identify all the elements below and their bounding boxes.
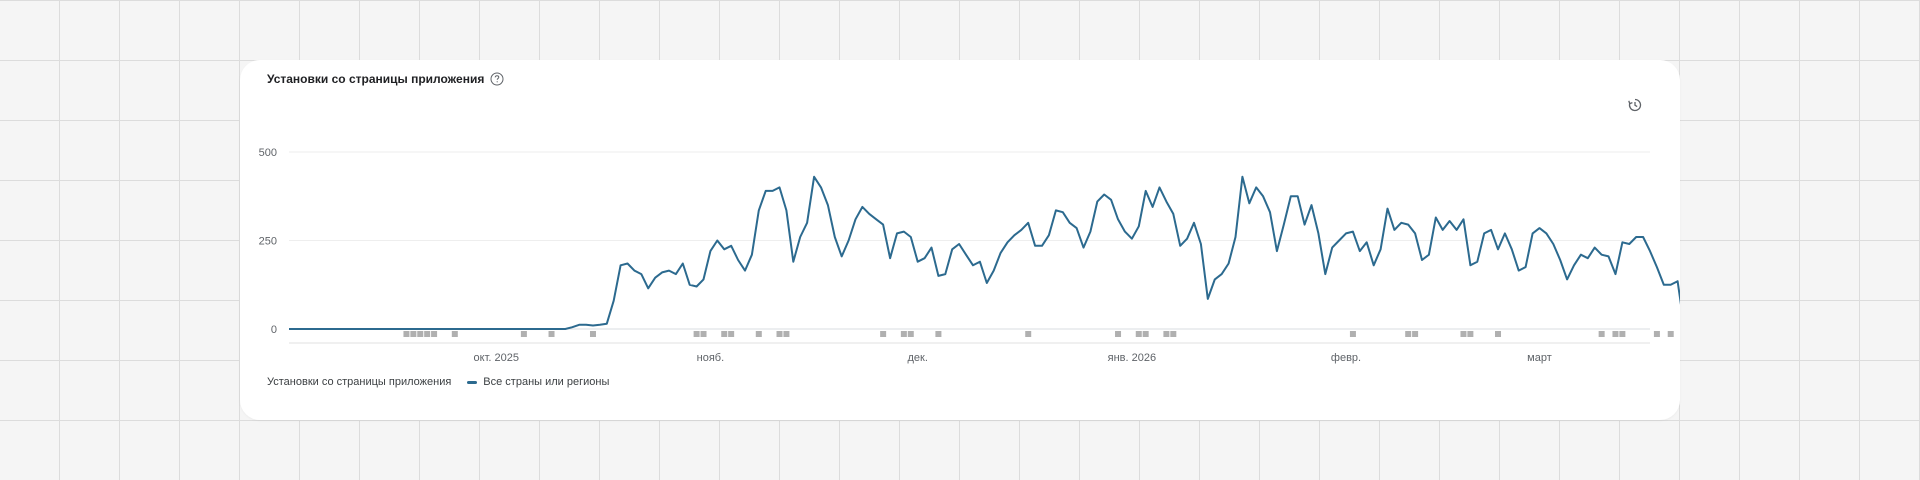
event-marker (755, 331, 762, 337)
event-marker (1142, 331, 1149, 337)
event-marker (907, 331, 914, 337)
event-marker (410, 331, 417, 337)
event-marker (693, 331, 700, 337)
event-marker (1667, 331, 1674, 337)
event-marker (700, 331, 707, 337)
event-marker (1460, 331, 1467, 337)
event-marker (1025, 331, 1032, 337)
event-marker (1598, 331, 1605, 337)
event-marker (1349, 331, 1356, 337)
event-marker (776, 331, 783, 337)
x-tick-label: нояб. (697, 352, 725, 364)
event-marker (589, 331, 596, 337)
line-chart: 0 250 500 окт. 2025 нояб. дек. янв. 2026 февр. м… (259, 147, 1680, 364)
event-marker (431, 331, 438, 337)
x-tick-label: окт. 2025 (474, 352, 519, 364)
legend-series-label[interactable]: Все страны или регионы (483, 376, 610, 388)
chart-title: Установки со страницы приложения (267, 72, 485, 86)
legend: Установки со страницы приложения Все стр… (267, 376, 609, 388)
help-circle-icon[interactable] (490, 72, 504, 86)
legend-series-swatch (467, 380, 478, 384)
event-marker (1612, 331, 1619, 337)
event-marker (1405, 331, 1412, 337)
event-marker (1412, 331, 1419, 337)
event-marker (1135, 331, 1142, 337)
event-marker (403, 331, 410, 337)
event-marker (783, 331, 790, 337)
y-tick-label: 500 (259, 147, 277, 159)
event-marker (1495, 331, 1502, 337)
event-marker (935, 331, 942, 337)
legend-metric-label: Установки со страницы приложения (267, 376, 452, 388)
event-marker (1115, 331, 1122, 337)
event-marker (548, 331, 555, 337)
y-tick-label: 250 (259, 236, 277, 248)
event-marker (900, 331, 907, 337)
event-marker (1619, 331, 1626, 337)
event-marker (417, 331, 424, 337)
x-tick-label: февр. (1331, 352, 1361, 364)
event-marker (1170, 331, 1177, 337)
event-marker (451, 331, 458, 337)
event-marker (424, 331, 431, 337)
y-tick-label: 0 (271, 324, 277, 336)
event-marker (520, 331, 527, 337)
event-marker (721, 331, 728, 337)
x-tick-label: дек. (907, 352, 927, 364)
chart-card: Установки со страницы приложения 0 250 500… (240, 60, 1680, 420)
event-marker (728, 331, 735, 337)
x-tick-label: март (1527, 352, 1552, 364)
event-marker (880, 331, 887, 337)
event-marker (1467, 331, 1474, 337)
x-tick-label: янв. 2026 (1108, 352, 1156, 364)
history-button[interactable] (1624, 96, 1646, 118)
history-icon (1627, 97, 1643, 118)
event-marker (1163, 331, 1170, 337)
series-line (289, 175, 1680, 330)
event-marker (1653, 331, 1660, 337)
card-header: Установки со страницы приложения (267, 72, 504, 86)
